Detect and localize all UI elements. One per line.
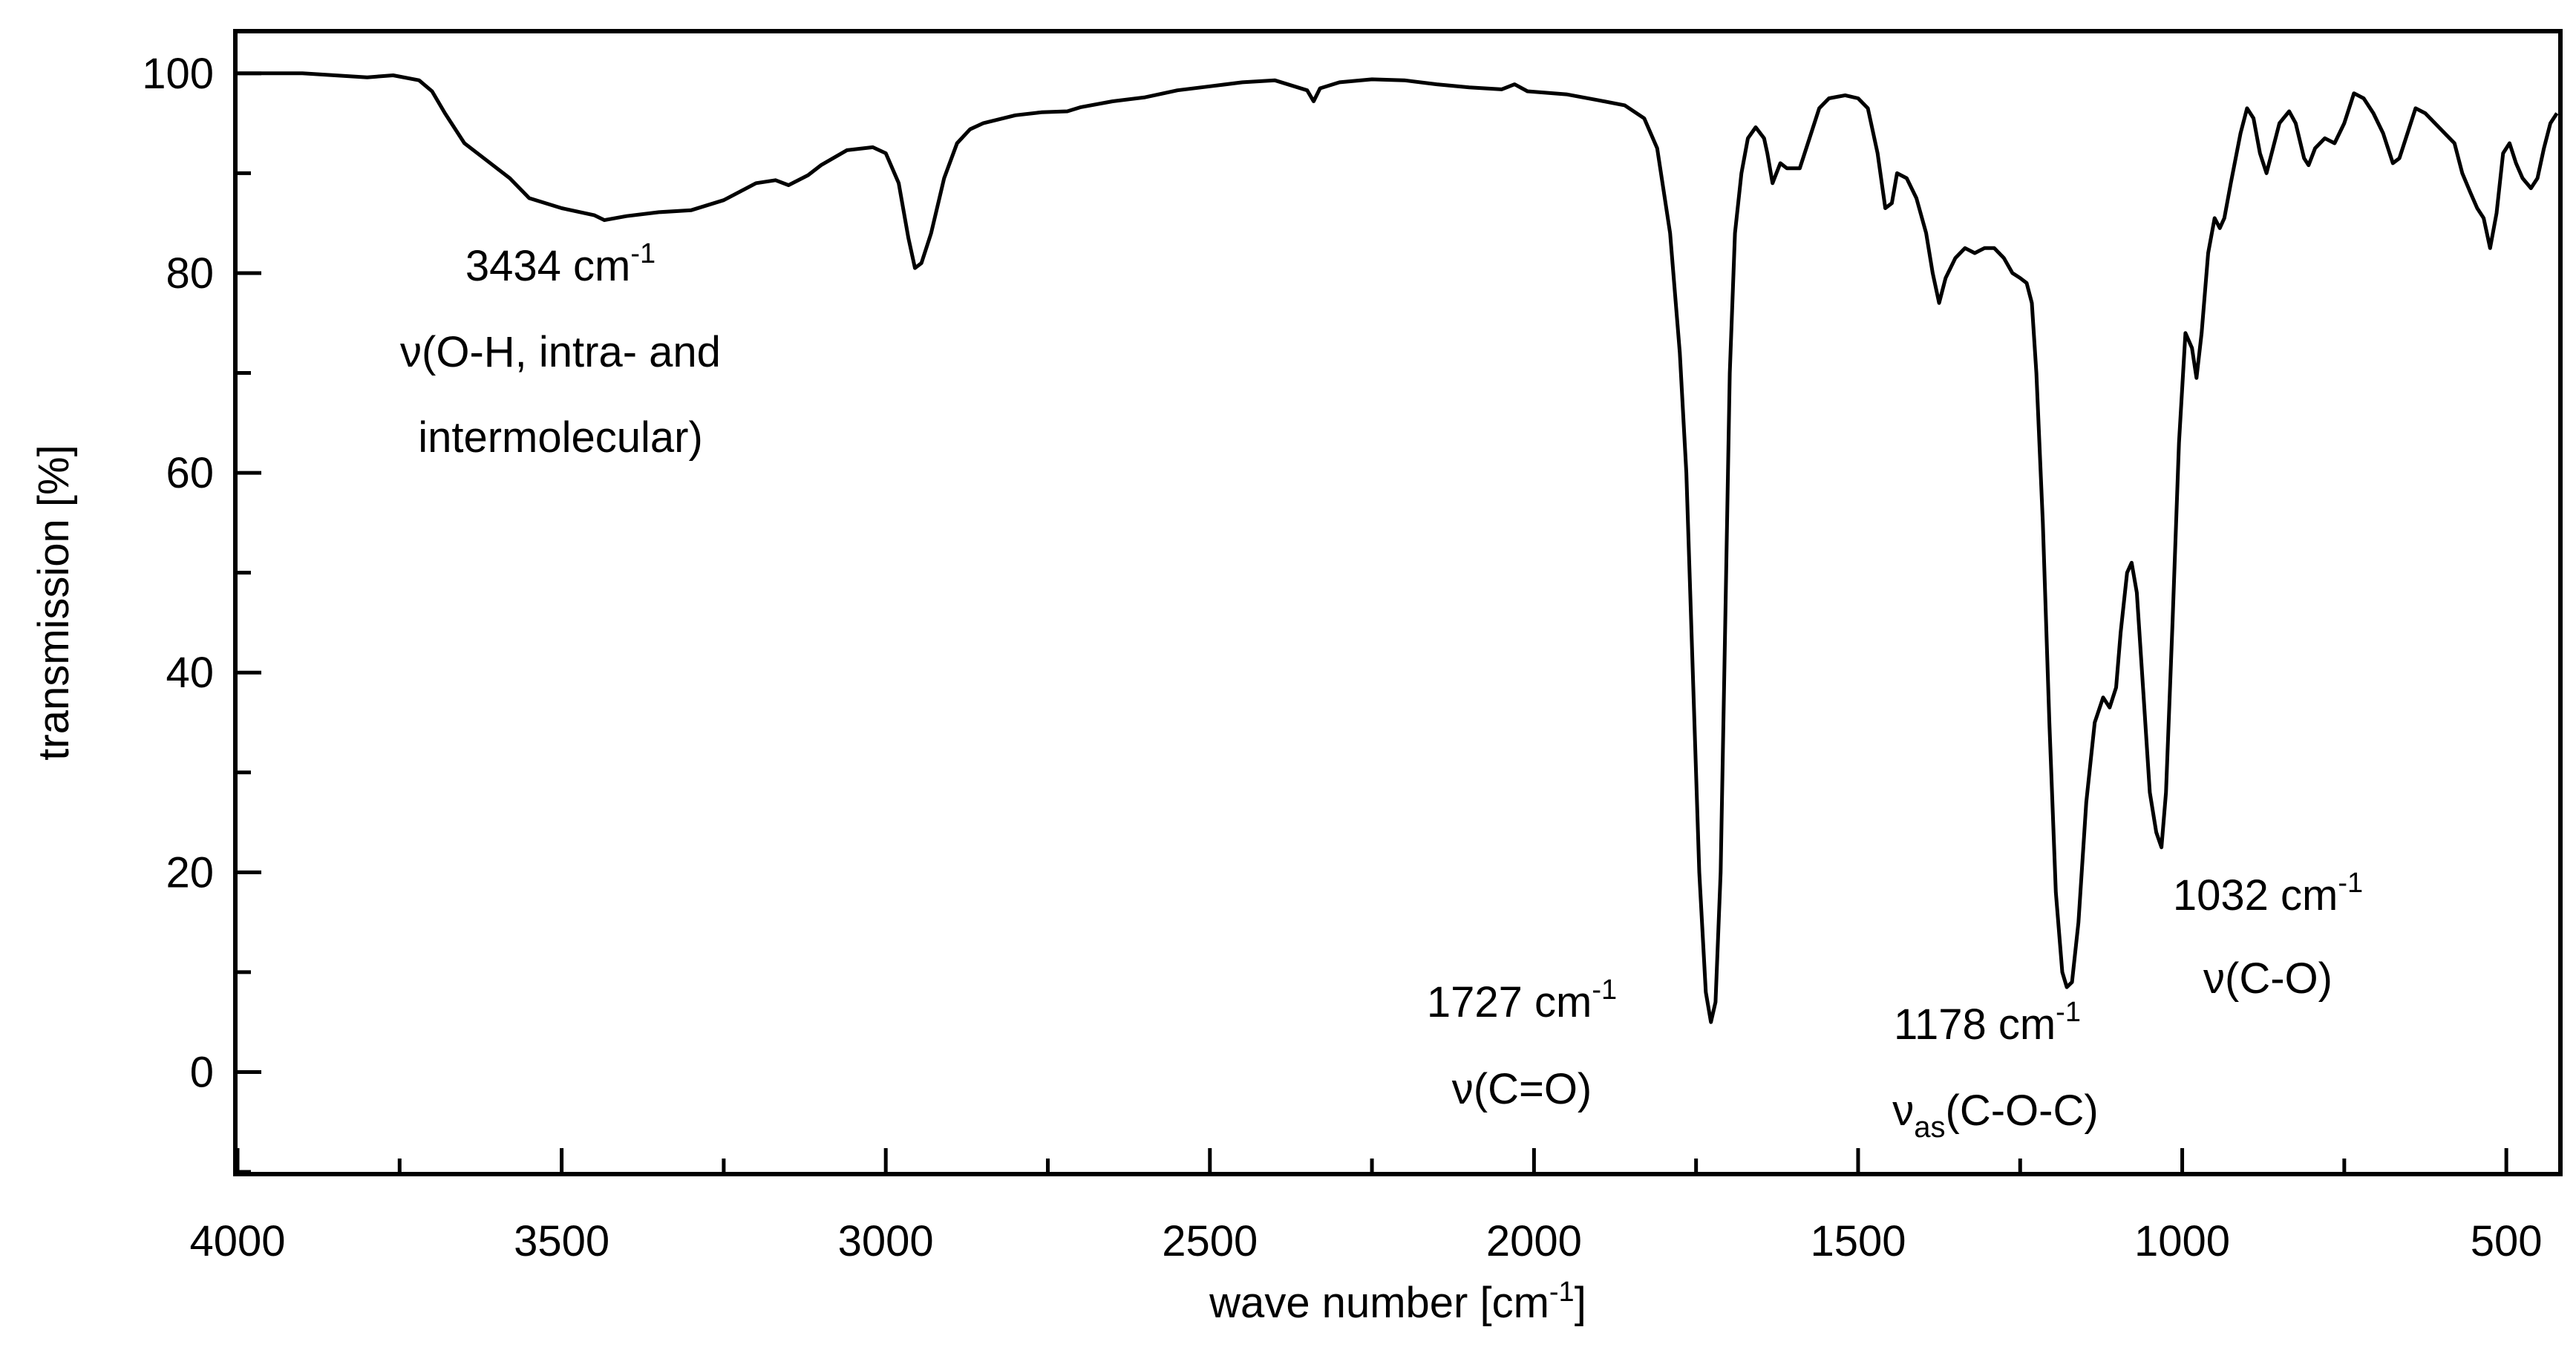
annotation-oh-stretch: 3434 cm-1 ν(O-H, intra- and intermolecul… [400,238,721,462]
annotation-oh-line-2: ν(O-H, intra- and [400,328,721,376]
x-tick-label-500: 500 [2471,1217,2543,1265]
annotation-c-o-line-1: 1032 cm-1 [2173,868,2363,920]
annotation-coc-line-1: 1178 cm-1 [1894,997,2081,1049]
y-axis-ticks: 0 20 40 60 80 100 [142,50,261,1174]
x-tick-label-2000: 2000 [1486,1217,1582,1265]
x-axis-ticks: 4000 3500 3000 2500 2000 1500 1000 500 [189,1148,2543,1265]
x-tick-label-1500: 1500 [1810,1217,1906,1265]
annotation-co-stretch: 1727 cm-1 ν(C=O) [1427,974,1617,1113]
annotation-coc-line-2: νas(C-O-C) [1892,1087,2098,1144]
x-tick-label-4000: 4000 [189,1217,285,1265]
annotation-co-line-1: 1727 cm-1 [1427,974,1617,1026]
x-tick-label-3000: 3000 [838,1217,934,1265]
annotation-co-line-2: ν(C=O) [1452,1065,1592,1113]
y-tick-label-40: 40 [166,649,214,697]
x-tick-label-3500: 3500 [514,1217,609,1265]
plot-frame [233,29,2563,1176]
y-tick-label-100: 100 [142,50,214,98]
y-tick-label-80: 80 [166,249,214,298]
annotation-oh-line-1: 3434 cm-1 [465,238,656,290]
annotation-oh-line-3: intermolecular) [418,413,703,462]
annotation-c-o-stretch: 1032 cm-1 ν(C-O) [2173,868,2363,1003]
annotation-coc-stretch: 1178 cm-1 νas(C-O-C) [1892,997,2098,1144]
x-tick-label-2500: 2500 [1162,1217,1258,1265]
y-tick-label-0: 0 [190,1048,214,1096]
y-tick-label-60: 60 [166,449,214,497]
x-axis-title: wave number [cm-1] [1209,1277,1586,1327]
y-axis-title: transmission [%] [30,445,78,760]
annotation-c-o-line-2: ν(C-O) [2203,954,2333,1003]
y-tick-label-20: 20 [166,848,214,897]
spectrum-line [238,71,2559,1024]
x-tick-label-1000: 1000 [2134,1217,2230,1265]
